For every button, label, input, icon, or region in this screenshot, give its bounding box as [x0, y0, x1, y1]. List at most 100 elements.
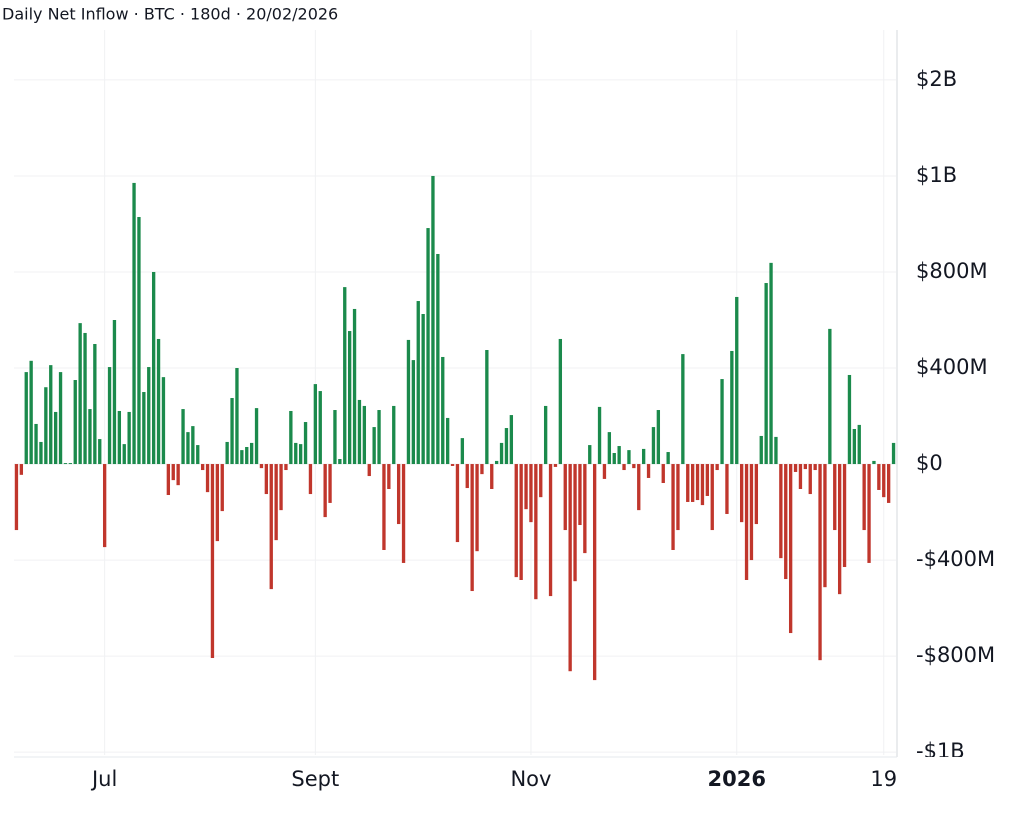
bar [592, 464, 597, 681]
bar [891, 442, 896, 465]
bar [396, 464, 401, 525]
y-axis: -$1B -$800M -$400M $0 $400M $800M $1B $2B [916, 67, 995, 757]
x-tick-label: Sept [291, 767, 339, 791]
bar [475, 464, 479, 552]
bar [735, 296, 739, 465]
bar [842, 464, 847, 568]
bar [543, 405, 548, 465]
bar [387, 464, 391, 490]
bar [882, 464, 886, 498]
bar [695, 464, 700, 501]
bar [524, 464, 528, 510]
bar [744, 464, 749, 580]
bar [58, 372, 63, 465]
bar [769, 262, 773, 465]
bar [382, 464, 386, 550]
bar [210, 464, 215, 659]
bar [352, 308, 357, 465]
bar [637, 464, 641, 511]
bar [774, 436, 778, 465]
bar [39, 441, 43, 465]
bar [588, 445, 592, 465]
bar [759, 435, 763, 465]
x-tick-label: 19 [870, 767, 897, 791]
bars [14, 175, 896, 681]
bar [548, 464, 553, 597]
bar [235, 368, 239, 465]
bar [612, 452, 616, 465]
bar [107, 367, 112, 465]
bar [833, 464, 837, 531]
y-tick-label: -$400M [916, 547, 995, 571]
bar [872, 460, 876, 465]
bar [284, 464, 288, 471]
bar [122, 444, 126, 465]
y-tick-label: $800M [916, 259, 988, 283]
bar [338, 458, 342, 465]
bar [779, 464, 783, 559]
bar [34, 423, 38, 465]
bar [127, 411, 131, 465]
bar [225, 441, 229, 465]
bar [171, 464, 175, 481]
bar [666, 452, 670, 465]
bar [416, 301, 420, 465]
bar [686, 464, 690, 502]
bar [49, 365, 53, 465]
bar [632, 464, 636, 469]
bar [112, 320, 117, 465]
y-tick-label: $2B [916, 67, 957, 91]
bar [788, 464, 793, 634]
bar [372, 427, 376, 465]
bar [823, 464, 827, 588]
bar [401, 464, 406, 563]
bar [514, 464, 518, 578]
bar [156, 338, 161, 465]
bar [68, 463, 73, 465]
x-axis: Jul Sept Nov 2026 19 [90, 767, 897, 791]
y-tick-label: $0 [916, 451, 943, 475]
bar [318, 391, 322, 465]
bar [450, 464, 455, 466]
bar [166, 464, 171, 496]
bar [651, 427, 656, 465]
bar [622, 464, 626, 471]
bar [421, 313, 425, 465]
bar [607, 432, 612, 465]
bar [470, 464, 474, 592]
bar [583, 464, 587, 554]
bar [441, 356, 445, 465]
bar [494, 460, 499, 465]
bar [274, 464, 278, 541]
bar [480, 464, 484, 475]
bar [93, 344, 97, 465]
bar [147, 367, 151, 465]
bar [798, 464, 803, 490]
bar [617, 446, 621, 465]
bar [705, 464, 710, 496]
bar [529, 464, 533, 523]
bar [29, 360, 33, 465]
bar [862, 464, 866, 531]
bar [671, 464, 675, 550]
bar [578, 464, 582, 526]
bar [328, 464, 332, 503]
bar [465, 464, 469, 489]
bar [837, 464, 842, 595]
bar [88, 409, 92, 465]
bar [803, 464, 808, 470]
bar [347, 331, 352, 465]
bar [754, 464, 759, 525]
bar [230, 398, 234, 465]
bar [700, 464, 705, 506]
bar [44, 387, 48, 465]
bar [200, 464, 205, 471]
bar [19, 464, 24, 475]
bar [739, 464, 744, 523]
bar [460, 438, 465, 465]
x-tick-label: 2026 [708, 767, 766, 791]
bar [509, 415, 514, 465]
bar [240, 450, 244, 465]
bar [333, 410, 337, 465]
bar [725, 464, 729, 514]
